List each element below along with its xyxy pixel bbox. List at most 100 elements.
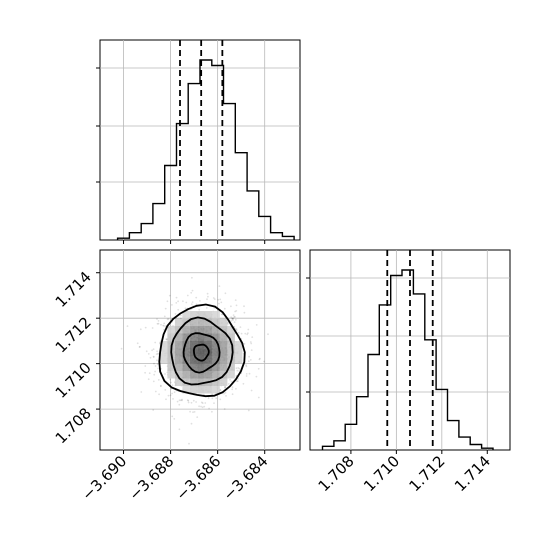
scatter-point (220, 301, 223, 304)
scatter-point (159, 384, 162, 387)
density-cell (189, 363, 198, 371)
scatter-point (193, 411, 196, 413)
density-cell (182, 333, 190, 341)
density-cell (197, 371, 205, 379)
scatter-point (156, 318, 158, 320)
scatter-point (186, 399, 189, 401)
density-cell (219, 341, 228, 349)
scatter-point (233, 316, 236, 318)
scatter-point (243, 305, 245, 308)
density-cell (204, 318, 213, 326)
tick-label: 1.714 (52, 268, 95, 311)
tick-label: −3.690 (78, 452, 130, 504)
scatter-point (156, 322, 159, 325)
density-cell (197, 378, 205, 386)
density-cell (167, 363, 175, 371)
scatter-point (164, 307, 167, 310)
contour-line (182, 332, 221, 374)
scatter-point (231, 386, 234, 389)
scatter-point (157, 379, 160, 381)
scatter-point (167, 394, 170, 397)
scatter-point (195, 303, 198, 306)
scatter-point (224, 386, 226, 389)
density-cell (234, 341, 243, 349)
scatter-point (191, 301, 194, 303)
scatter-point (230, 320, 233, 322)
scatter-point (231, 318, 234, 320)
scatter-point (247, 409, 250, 412)
scatter-point (218, 302, 220, 305)
scatter-point (186, 294, 189, 297)
scatter-point (225, 395, 227, 397)
density-cell (189, 371, 198, 379)
scatter-point (259, 357, 261, 360)
scatter-point (157, 322, 160, 325)
scatter-point (224, 386, 227, 388)
scatter-point (247, 328, 250, 331)
tick-label: 1.710 (52, 359, 95, 402)
scatter-point (230, 316, 233, 319)
scatter-point (158, 393, 161, 396)
scatter-point (219, 298, 222, 301)
tick-label: 1.708 (52, 404, 95, 447)
scatter-point (140, 391, 143, 393)
scatter-point (171, 392, 174, 395)
scatter-point (177, 300, 180, 303)
scatter-point (223, 392, 225, 395)
scatter-point (234, 299, 237, 301)
scatter-point (148, 372, 151, 375)
scatter-point (231, 317, 234, 320)
scatter-point (147, 353, 150, 355)
density-cell (174, 356, 183, 364)
scatter-point (178, 428, 181, 431)
axis-ticks (96, 67, 488, 454)
scatter-point (154, 365, 157, 367)
panel-scatter-frame (99, 249, 301, 451)
density-cell (182, 311, 190, 319)
scatter-point (187, 401, 190, 404)
tick-label: −3.688 (125, 452, 177, 504)
scatter-point (211, 410, 213, 413)
scatter-point (139, 345, 141, 348)
scatter-point (173, 391, 176, 394)
density-cell (212, 386, 220, 394)
scatter-point (173, 418, 176, 420)
density-cell (174, 371, 183, 379)
density-cell (167, 333, 175, 341)
density-cell (182, 326, 190, 334)
scatter-point (151, 349, 154, 352)
scatter-point (235, 329, 238, 332)
scatter-point (248, 355, 251, 358)
scatter-point (198, 405, 201, 408)
scatter-point (144, 371, 147, 374)
density-cell (212, 311, 220, 319)
density-cell (182, 348, 190, 356)
scatter-point (211, 393, 214, 396)
scatter-point (231, 388, 234, 391)
scatter-point (247, 332, 249, 334)
scatter-point (191, 276, 193, 279)
scatter-point (184, 307, 187, 310)
density-cell (212, 371, 220, 379)
density-cell (159, 348, 168, 356)
scatter-point (239, 326, 242, 328)
contour-line (170, 316, 234, 386)
density-cell (204, 371, 213, 379)
scatter-point (189, 410, 192, 413)
scatter-point (206, 298, 208, 301)
scatter-point (232, 317, 235, 320)
scatter-point (171, 384, 174, 387)
scatter-point (236, 380, 239, 383)
density-cell (212, 378, 220, 386)
scatter-point (198, 308, 201, 311)
density-cell (197, 311, 205, 319)
density-cell (197, 326, 205, 334)
density-cell (182, 371, 190, 379)
scatter-point (205, 307, 208, 309)
tick-label: −3.686 (172, 452, 224, 504)
scatter-point (238, 367, 241, 370)
scatter-point (224, 292, 227, 295)
scatter-point (207, 397, 210, 400)
scatter-point (250, 349, 253, 351)
